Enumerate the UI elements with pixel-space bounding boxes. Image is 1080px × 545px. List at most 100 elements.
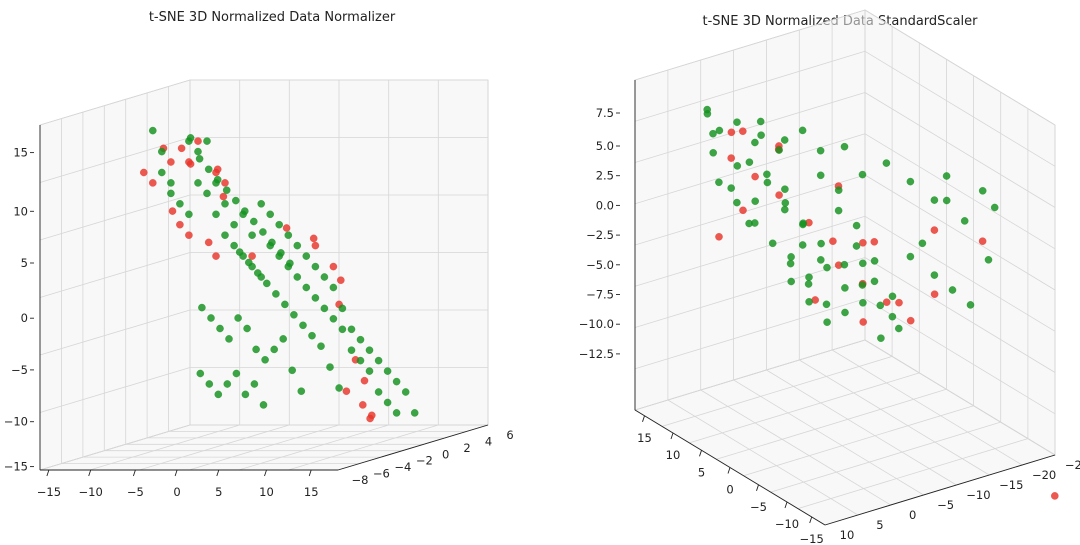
x-tick-label: −15 (37, 485, 61, 499)
grid-line (864, 298, 1056, 415)
grid-line (39, 194, 191, 241)
z-tick-label: 7.5 (596, 106, 614, 120)
scatter-point-red (882, 298, 891, 306)
scatter-point-red (167, 158, 175, 166)
y-tick-label: −6 (373, 467, 390, 481)
scatter-point-green (158, 168, 166, 177)
scatter-point-green (960, 217, 969, 225)
scatter-point-red (311, 241, 320, 250)
scatter-point-green (798, 126, 807, 135)
x-tick-label: −10 (775, 517, 799, 531)
scatter-point-red (1051, 492, 1059, 500)
scatter-point-green (158, 147, 166, 156)
scatter-point-green (203, 137, 211, 145)
x-tick-mark (132, 469, 136, 477)
scatter-point-green (270, 345, 278, 354)
y-tick-label: 2 (463, 441, 470, 455)
scatter-point-green (194, 179, 202, 187)
scatter-point-green (196, 369, 205, 378)
scatter-point-green (751, 219, 759, 227)
scatter-point-green (356, 335, 365, 344)
grid-line (766, 369, 957, 486)
scatter-point-green (195, 155, 204, 163)
x-tick-mark (670, 432, 674, 440)
grid-line (864, 339, 1056, 456)
scatter-point-red (715, 233, 723, 241)
scatter-point-green (167, 179, 175, 187)
scatter-point-green (302, 283, 311, 292)
scatter-point-green (715, 126, 724, 135)
scatter-point-green (185, 210, 193, 219)
scatter-point-green (804, 280, 813, 288)
scatter-point-red (212, 252, 220, 260)
scatter-point-red (775, 191, 783, 199)
scatter-point-green (781, 185, 789, 193)
grid-line (661, 356, 893, 427)
scatter-point-green (320, 273, 329, 281)
scatter-point-green (225, 335, 233, 343)
scatter-point-green (347, 325, 356, 334)
scatter-point-red (727, 154, 735, 162)
y-axis-line (337, 424, 489, 471)
scatter-point-green (870, 277, 879, 286)
z-tick-label: 0.0 (596, 198, 614, 212)
scatter-point-green (751, 197, 759, 205)
scatter-point-green (870, 257, 879, 265)
grid-line (188, 424, 340, 471)
grid-line (689, 372, 920, 444)
x-tick-mark (809, 516, 813, 524)
scatter-point-green (805, 298, 813, 306)
scatter-point-red (930, 226, 939, 234)
y-tick-label: −8 (352, 473, 369, 487)
y-tick-label: 0 (909, 508, 916, 522)
x-tick-mark (699, 450, 702, 457)
scatter-point-green (392, 409, 401, 417)
scatter-point-green (329, 283, 338, 292)
scatter-point-green (245, 258, 253, 267)
scatter-point-green (733, 118, 741, 126)
scatter-point-green (299, 321, 307, 330)
scatter-point-red (366, 414, 374, 423)
scatter-point-green (787, 253, 795, 261)
scatter-point-green (257, 200, 265, 208)
scatter-point-green (338, 325, 347, 334)
scatter-point-green (293, 241, 302, 250)
chart-standardscaler: t-SNE 3D Normalized Data StandardScaler … (540, 0, 1080, 545)
chart-normalizer-svg: t-SNE 3D Normalized Data Normalizer −15−… (4, 10, 514, 499)
grid-line (864, 133, 1056, 250)
scatter-point-red (751, 172, 759, 181)
grid-line (733, 379, 924, 496)
scatter-point-green (841, 284, 849, 292)
scatter-point-green (204, 165, 213, 174)
scatter-point-green (338, 304, 347, 313)
scatter-point-red (177, 144, 186, 153)
scatter-point-green (727, 184, 735, 192)
y-tick-label: −2 (416, 454, 433, 468)
z-tick-label: 5.0 (596, 139, 614, 153)
grid-line (864, 174, 1056, 291)
grid-line (799, 359, 990, 476)
y-tick-label: −20 (1032, 468, 1056, 482)
grid-line (89, 424, 240, 471)
scatter-point-green (859, 259, 867, 268)
x-tick-label: 5 (215, 485, 222, 499)
scatter-point-green (786, 259, 795, 268)
grid-line (634, 215, 866, 287)
scatter-point-green (241, 207, 249, 215)
scatter-point-green (781, 199, 790, 207)
scatter-point-green (906, 252, 915, 261)
grid-line (39, 79, 191, 126)
scatter-point-green (167, 189, 175, 198)
scatter-point-green (356, 356, 365, 365)
scatter-point-green (248, 231, 256, 239)
scatter-point-green (234, 314, 242, 322)
x-tick-label: 10 (666, 448, 681, 462)
scatter-point-green (293, 273, 302, 281)
scatter-point-green (858, 170, 867, 179)
x-tick-mark (46, 469, 50, 477)
grid-line (39, 424, 191, 471)
scatter-point-green (888, 292, 897, 301)
x-tick-label: −15 (800, 532, 824, 545)
scatter-point-green (816, 146, 825, 155)
x-tick-label: 5 (698, 465, 705, 479)
